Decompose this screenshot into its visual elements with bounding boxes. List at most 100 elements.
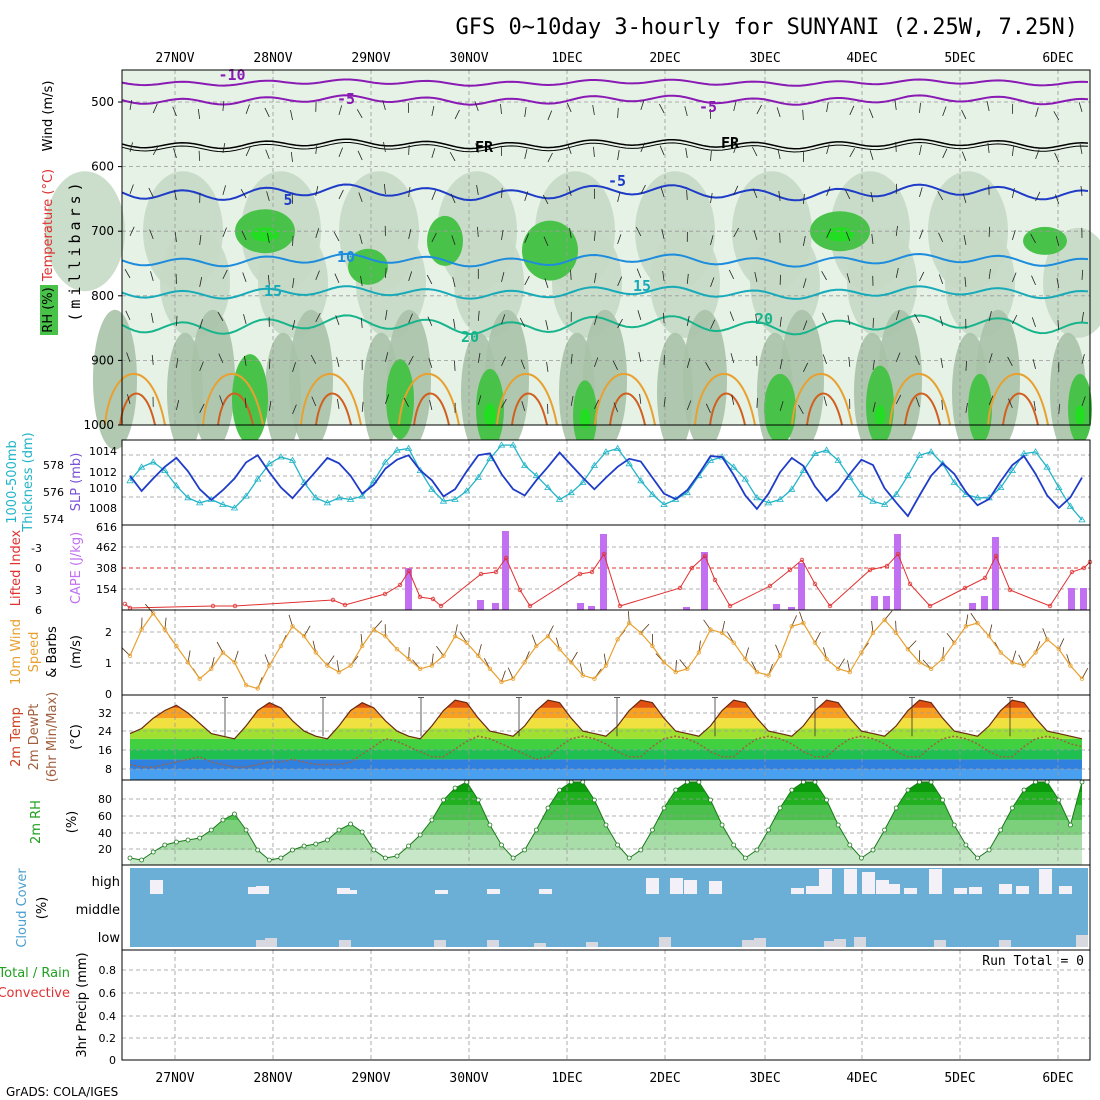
wind-speed-point (290, 624, 295, 629)
wind-barb (474, 101, 479, 112)
rh-point (940, 797, 946, 803)
wind-barb (942, 148, 948, 159)
x-axis-bottom: 27NOV 28NOV 29NOV 30NOV 1DEC 2DEC 3DEC 4DEC 5DEC… (155, 1071, 1073, 1086)
rh-point (719, 822, 725, 828)
wind-barb (408, 229, 412, 239)
thickness-point (1055, 483, 1063, 490)
cape-tick-label: 462 (96, 541, 117, 554)
surface-contour (987, 373, 1049, 426)
wind-barb (635, 226, 642, 237)
thickness-point (869, 497, 877, 504)
wind-barb (545, 320, 549, 330)
surface-contour (413, 392, 450, 426)
wind-barb (452, 277, 456, 287)
thickness-point (242, 492, 250, 499)
thickness-point (126, 477, 134, 484)
cloud-low-bar (999, 940, 1011, 947)
rh-point (522, 847, 528, 853)
thickness-point (811, 449, 819, 456)
rh-point (510, 855, 516, 861)
wind-speed-point (557, 647, 562, 652)
wind-barb (524, 106, 527, 117)
wind-barb (710, 150, 712, 161)
wind-barb (963, 235, 967, 245)
wind-barb (617, 276, 623, 287)
wind-barb (640, 142, 646, 153)
lifted-index-point (397, 582, 403, 588)
wind-barb (826, 228, 832, 239)
wind-barb (311, 396, 317, 407)
wind-barb (617, 107, 619, 118)
ylabel-temperature: Temperature (°C) (41, 169, 56, 282)
lifted-index-point (210, 603, 216, 609)
cloud-high-bar (435, 890, 448, 894)
lifted-index-point (962, 585, 968, 591)
rh-point (499, 842, 504, 848)
cape-bar (883, 596, 890, 610)
thickness-point (892, 490, 900, 497)
rh-shading-green (427, 215, 463, 266)
rh-point (975, 855, 980, 861)
day-label-bottom: 29NOV (351, 1071, 390, 1086)
cloud-low-bar (742, 940, 754, 947)
wind-barb (266, 191, 270, 202)
rh-point (650, 827, 655, 833)
wind-speed-point (220, 650, 226, 655)
cape-bar (773, 604, 780, 610)
wind-speed-point (452, 634, 458, 639)
ylabel-precip-total: Total / Rain (0, 966, 70, 981)
thickness-point (509, 441, 517, 448)
wind-barb (847, 315, 851, 325)
wind-barb (962, 193, 967, 204)
wind-barb (988, 395, 994, 406)
wind-barb (292, 362, 296, 372)
wind-barb (826, 144, 830, 155)
wind-barb (1081, 396, 1086, 406)
wind-barb (872, 359, 875, 370)
rh-point (232, 811, 237, 817)
cloud-high-bar (337, 888, 350, 894)
ylabel-temp-a: 2m Temp (9, 707, 24, 767)
wind-barb (129, 142, 133, 153)
wind-barb (710, 193, 713, 203)
dewpt-line (129, 735, 1083, 768)
cloud-low-bar (265, 938, 277, 947)
wind-barb (846, 273, 851, 283)
wind-barb (245, 146, 251, 157)
thickness-point (625, 460, 633, 467)
cloud-high-bar (670, 878, 683, 894)
wind-barb (895, 352, 901, 363)
isotherm-line (121, 183, 1089, 202)
wind-barb (941, 399, 944, 410)
wind-barb (310, 354, 317, 365)
rh-point (139, 857, 145, 863)
wind-barb (779, 359, 783, 369)
lifted-index-point (787, 567, 793, 573)
rh-point (324, 837, 330, 843)
wind-barb (988, 353, 993, 363)
wind-barb (754, 272, 758, 282)
wind-barb (222, 100, 225, 111)
wind-speed-point (685, 666, 690, 671)
ylabel-precip: 3hr Precip (mm) (75, 952, 90, 1057)
wind-barb (1058, 403, 1061, 414)
wind-speed-point (510, 676, 516, 681)
thickness-slp-panel: 578 576 574 1014 1012 1010 1008 616 1000-500mb Th… (5, 432, 1091, 534)
rh-point (1021, 787, 1027, 793)
lifted-index-point (601, 551, 607, 557)
wind-barb (524, 191, 529, 202)
wind-barb (1011, 188, 1015, 198)
wind-barb (267, 274, 270, 285)
cloud-high-bar (929, 869, 942, 894)
wind-barb (685, 147, 688, 158)
wind-barb (428, 358, 433, 368)
wind-barb (408, 355, 414, 366)
rh-point (928, 779, 934, 785)
wind-barb (475, 143, 479, 154)
rh-shading-bright (1075, 405, 1085, 426)
wind-barb (222, 269, 228, 280)
y-tick-label: 600 (91, 160, 114, 174)
lifted-index-point (577, 571, 583, 577)
wind-speed-point (986, 634, 992, 639)
surface-contour (904, 392, 941, 426)
